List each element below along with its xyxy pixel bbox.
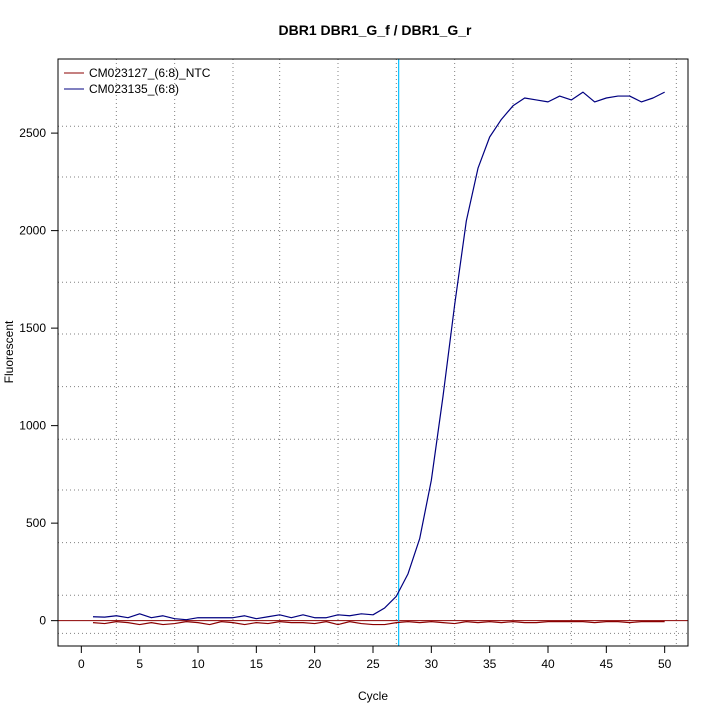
x-axis: 0 5 10 15 20 25 30 35 40 45 50 (78, 646, 672, 671)
x-tick-label-25: 25 (366, 657, 380, 671)
y-tick-label-1500: 1500 (19, 321, 46, 335)
x-tick-label-15: 15 (250, 657, 264, 671)
y-tick-label-500: 500 (26, 516, 46, 530)
y-tick-label-1000: 1000 (19, 419, 46, 433)
x-tick-label-40: 40 (541, 657, 555, 671)
series-line-2 (92, 91, 665, 621)
x-tick-label-20: 20 (308, 657, 322, 671)
x-axis-label: Cycle (358, 689, 388, 703)
x-tick-label-10: 10 (191, 657, 205, 671)
chart-title: DBR1 DBR1_G_f / DBR1_G_r (279, 22, 472, 38)
legend: CM023127_(6:8)_NTC CM023135_(6:8) (64, 66, 211, 96)
x-tick-label-35: 35 (483, 657, 497, 671)
reference-lines (58, 59, 688, 646)
x-tick-label-45: 45 (600, 657, 614, 671)
legend-label-series-1: CM023127_(6:8)_NTC (89, 66, 211, 80)
x-tick-label-30: 30 (425, 657, 439, 671)
x-tick-label-50: 50 (658, 657, 672, 671)
y-tick-label-2500: 2500 (19, 126, 46, 140)
series-line-1 (92, 621, 665, 626)
y-axis: 0 500 1000 1500 2000 2500 (19, 126, 58, 628)
x-tick-label-5: 5 (136, 657, 143, 671)
y-axis-label: Fluorescent (2, 320, 16, 383)
series-lines (92, 91, 665, 626)
grid (58, 59, 688, 646)
y-tick-label-0: 0 (39, 614, 46, 628)
x-tick-label-0: 0 (78, 657, 85, 671)
y-tick-label-2000: 2000 (19, 224, 46, 238)
legend-label-series-2: CM023135_(6:8) (89, 82, 179, 96)
